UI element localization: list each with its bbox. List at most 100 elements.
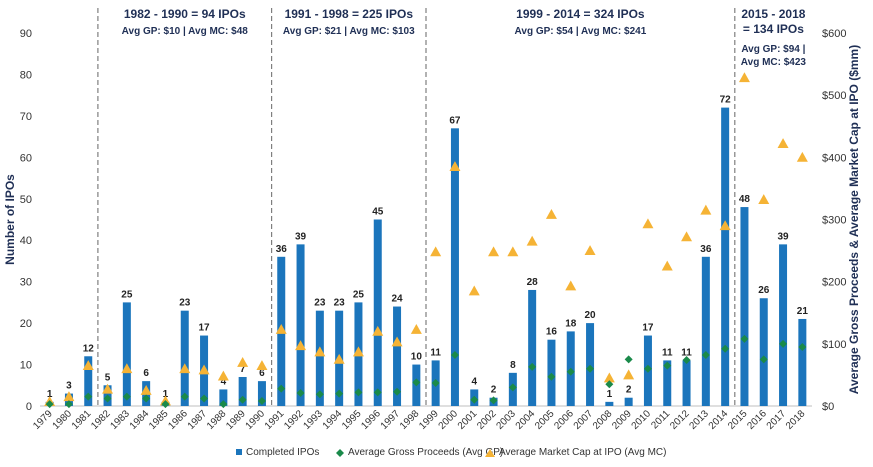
- bar-2004: [528, 289, 537, 406]
- x-tick-label: 2013: [687, 408, 711, 432]
- bar-1993: [315, 310, 324, 406]
- y-right-tick-label: $400: [822, 152, 846, 164]
- avg-mc-marker-1995: [352, 346, 364, 357]
- bar-2014: [721, 107, 730, 406]
- bar-value-label: 10: [411, 352, 423, 363]
- x-tick-label: 2002: [475, 408, 499, 432]
- y-left-tick-label: 10: [20, 360, 32, 372]
- x-tick-label: 1984: [128, 408, 152, 432]
- avg-gp-marker-1983: [122, 392, 131, 401]
- bar-value-label: 24: [391, 294, 403, 305]
- y-right-tick-label: $500: [822, 90, 846, 102]
- x-tick-label: 1996: [359, 408, 383, 432]
- y-right-tick-label: $200: [822, 277, 846, 289]
- avg-gp-marker-2014: [721, 344, 730, 353]
- bar-2017: [779, 244, 788, 406]
- avg-mc-marker-2005: [545, 209, 557, 219]
- avg-mc-marker-2015: [738, 72, 750, 83]
- avg-gp-marker-2000: [450, 351, 459, 360]
- legend-bar-swatch: [236, 449, 242, 455]
- bar-2016: [759, 298, 768, 406]
- bar-1986: [180, 310, 189, 406]
- avg-mc-marker-1981: [82, 360, 94, 370]
- bar-value-label: 26: [758, 285, 770, 296]
- avg-gp-marker-2017: [779, 339, 788, 348]
- bar-1983: [122, 302, 131, 406]
- x-tick-label: 2006: [552, 408, 576, 432]
- bar-value-label: 11: [662, 347, 673, 358]
- avg-mc-marker-2004: [526, 235, 538, 246]
- avg-gp-marker-2012: [682, 355, 691, 364]
- x-tick-label: 2009: [610, 408, 634, 432]
- y-right-tick-label: $300: [822, 215, 846, 227]
- bar-value-label: 23: [314, 298, 326, 309]
- x-tick-label: 1981: [70, 408, 94, 432]
- x-tick-label: 1983: [108, 408, 132, 432]
- avg-gp-marker-2018: [798, 342, 807, 351]
- avg-mc-marker-1989: [237, 356, 249, 367]
- bar-value-label: 23: [179, 298, 191, 309]
- y-left-tick-label: 30: [20, 277, 32, 289]
- x-tick-label: 1988: [205, 408, 229, 432]
- period-subtitle-line: Avg GP: $94 |: [741, 44, 805, 55]
- bar-value-label: 23: [334, 298, 346, 309]
- avg-mc-marker-2002: [488, 246, 500, 257]
- y-left-tick-label: 80: [20, 69, 32, 81]
- avg-gp-marker-1984: [142, 394, 151, 403]
- x-tick-label: 1992: [282, 408, 306, 432]
- bar-1981: [84, 356, 93, 406]
- bar-value-label: 28: [527, 277, 539, 288]
- avg-gp-marker-1981: [84, 392, 93, 401]
- bar-value-label: 45: [372, 207, 384, 218]
- bar-value-label: 11: [430, 347, 441, 358]
- legend-gp-label: Average Gross Proceeds (Avg GP): [348, 447, 503, 458]
- avg-gp-marker-2005: [547, 372, 556, 381]
- avg-gp-marker-1986: [180, 392, 189, 401]
- bar-2013: [701, 256, 710, 406]
- avg-mc-marker-2000: [449, 161, 461, 172]
- avg-gp-marker-2002: [489, 396, 498, 405]
- y-left-tick-label: 0: [26, 401, 32, 413]
- x-tick-label: 2007: [572, 408, 596, 432]
- x-tick-label: 1989: [224, 408, 248, 432]
- avg-mc-marker-2007: [584, 245, 596, 255]
- avg-gp-marker-1998: [412, 378, 421, 387]
- bar-value-label: 1: [163, 389, 169, 400]
- bar-value-label: 17: [642, 323, 654, 334]
- avg-gp-marker-2013: [701, 351, 710, 360]
- x-tick-label: 2012: [668, 408, 692, 432]
- bar-value-label: 6: [259, 368, 265, 379]
- bar-2007: [586, 323, 595, 406]
- period-subtitle: Avg GP: $21 | Avg MC: $103: [283, 26, 415, 37]
- y-left-tick-label: 40: [20, 235, 32, 247]
- bar-value-label: 1: [47, 389, 53, 400]
- period-title-line: = 134 IPOs: [743, 22, 804, 36]
- x-tick-label: 2015: [726, 408, 750, 432]
- avg-mc-marker-2016: [758, 194, 770, 205]
- x-tick-label: 1990: [244, 408, 268, 432]
- legend-mc-label: Average Market Cap at IPO (Avg MC): [499, 447, 666, 458]
- avg-mc-marker-1996: [372, 325, 384, 336]
- x-tick-label: 2016: [745, 408, 769, 432]
- y-right-tick-label: $600: [822, 28, 846, 40]
- bar-value-label: 48: [739, 194, 751, 205]
- bar-1990: [257, 381, 266, 406]
- x-tick-label: 1999: [417, 408, 441, 432]
- bar-value-label: 6: [143, 368, 149, 379]
- x-tick-label: 1982: [89, 408, 113, 432]
- x-tick-label: 2008: [591, 408, 615, 432]
- x-tick-label: 2018: [784, 408, 808, 432]
- x-tick-label: 1980: [51, 408, 75, 432]
- avg-mc-marker-2012: [681, 231, 693, 242]
- y-right-axis-title: Average Gross Proceeds & Average Market …: [847, 45, 861, 394]
- x-tick-label: 2000: [437, 408, 461, 432]
- avg-gp-marker-1997: [393, 387, 402, 396]
- avg-gp-marker-2007: [586, 364, 595, 373]
- avg-mc-marker-1984: [140, 384, 152, 395]
- avg-gp-marker-1994: [335, 389, 344, 398]
- y-right-tick-label: $0: [822, 401, 834, 413]
- avg-gp-marker-2003: [508, 383, 517, 392]
- avg-gp-marker-1999: [431, 378, 440, 387]
- y-left-tick-label: 60: [20, 152, 32, 164]
- x-tick-label: 2001: [456, 408, 480, 432]
